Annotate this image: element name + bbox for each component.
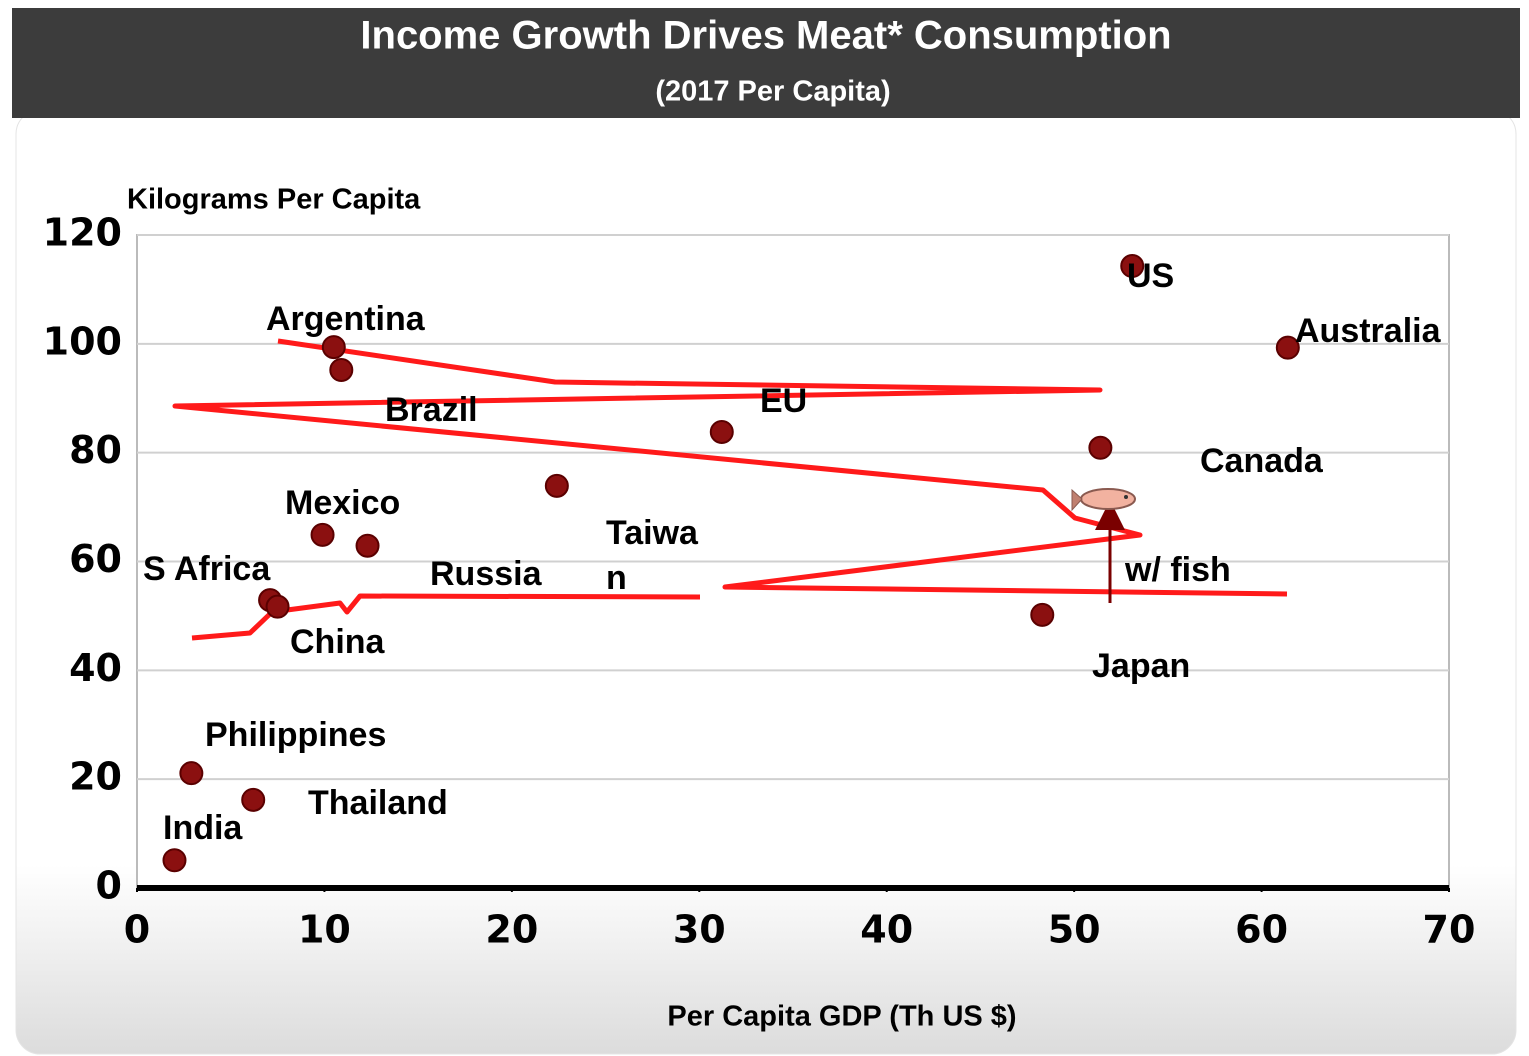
x-tick-label: 60 <box>1235 908 1288 952</box>
point <box>241 787 266 812</box>
annotation: Russia <box>430 555 543 593</box>
point <box>310 522 335 547</box>
annotation: Mexico <box>285 484 400 522</box>
y-tick-label: 100 <box>43 319 122 363</box>
red-line <box>191 593 701 641</box>
point <box>1120 254 1145 279</box>
point <box>355 533 380 558</box>
marks <box>162 254 1300 873</box>
annotation: Australia <box>1295 312 1442 350</box>
y-tick-label: 0 <box>96 864 122 908</box>
chart-subtitle: (2017 Per Capita) <box>655 76 890 108</box>
x-tick-label: 40 <box>860 908 913 952</box>
annotation: S Africa <box>143 550 271 588</box>
y-tick-label: 80 <box>69 428 122 472</box>
point <box>265 594 290 619</box>
point <box>329 357 354 382</box>
y-tick-label: 40 <box>69 646 122 690</box>
point <box>162 848 187 873</box>
annotation: Philippines <box>205 716 386 754</box>
x-tick-label: 10 <box>298 908 351 952</box>
x-tick-label: 30 <box>673 908 726 952</box>
annotation: EU <box>760 382 807 420</box>
annotation: US <box>1127 257 1174 295</box>
header <box>12 8 1520 118</box>
x-tick-label: 50 <box>1048 908 1101 952</box>
y-tick-label: 20 <box>69 755 122 799</box>
hand-drawn-lines <box>172 338 1288 641</box>
point <box>1030 602 1055 627</box>
annotation: Brazil <box>385 391 478 429</box>
x-tick-label: 20 <box>485 908 538 952</box>
point <box>1275 335 1300 360</box>
fish-icon <box>1071 488 1136 512</box>
x-axis-label: Per Capita GDP (Th US $) <box>667 1001 1016 1033</box>
chart-title: Income Growth Drives Meat* Consumption <box>360 14 1171 58</box>
annotation: Taiwa <box>606 514 699 552</box>
annotation: Canada <box>1200 442 1324 480</box>
annotation: n <box>606 559 627 597</box>
point <box>709 419 734 444</box>
x-tick-label: 70 <box>1423 908 1476 952</box>
annotation: w/ fish <box>1124 551 1231 589</box>
x-tick-label: 0 <box>124 908 150 952</box>
annotation: India <box>163 809 243 847</box>
y-tick-label: 60 <box>69 537 122 581</box>
y-axis-label: Kilograms Per Capita <box>127 184 421 216</box>
y-tick-label: 120 <box>43 211 122 255</box>
annotation: Thailand <box>308 784 448 822</box>
point <box>321 335 346 360</box>
point <box>1088 435 1113 460</box>
annotation: Argentina <box>266 300 426 338</box>
annotation: Japan <box>1092 647 1190 685</box>
annotation: China <box>290 623 386 661</box>
point <box>544 473 569 498</box>
red-line <box>172 338 1288 597</box>
point <box>179 761 204 786</box>
